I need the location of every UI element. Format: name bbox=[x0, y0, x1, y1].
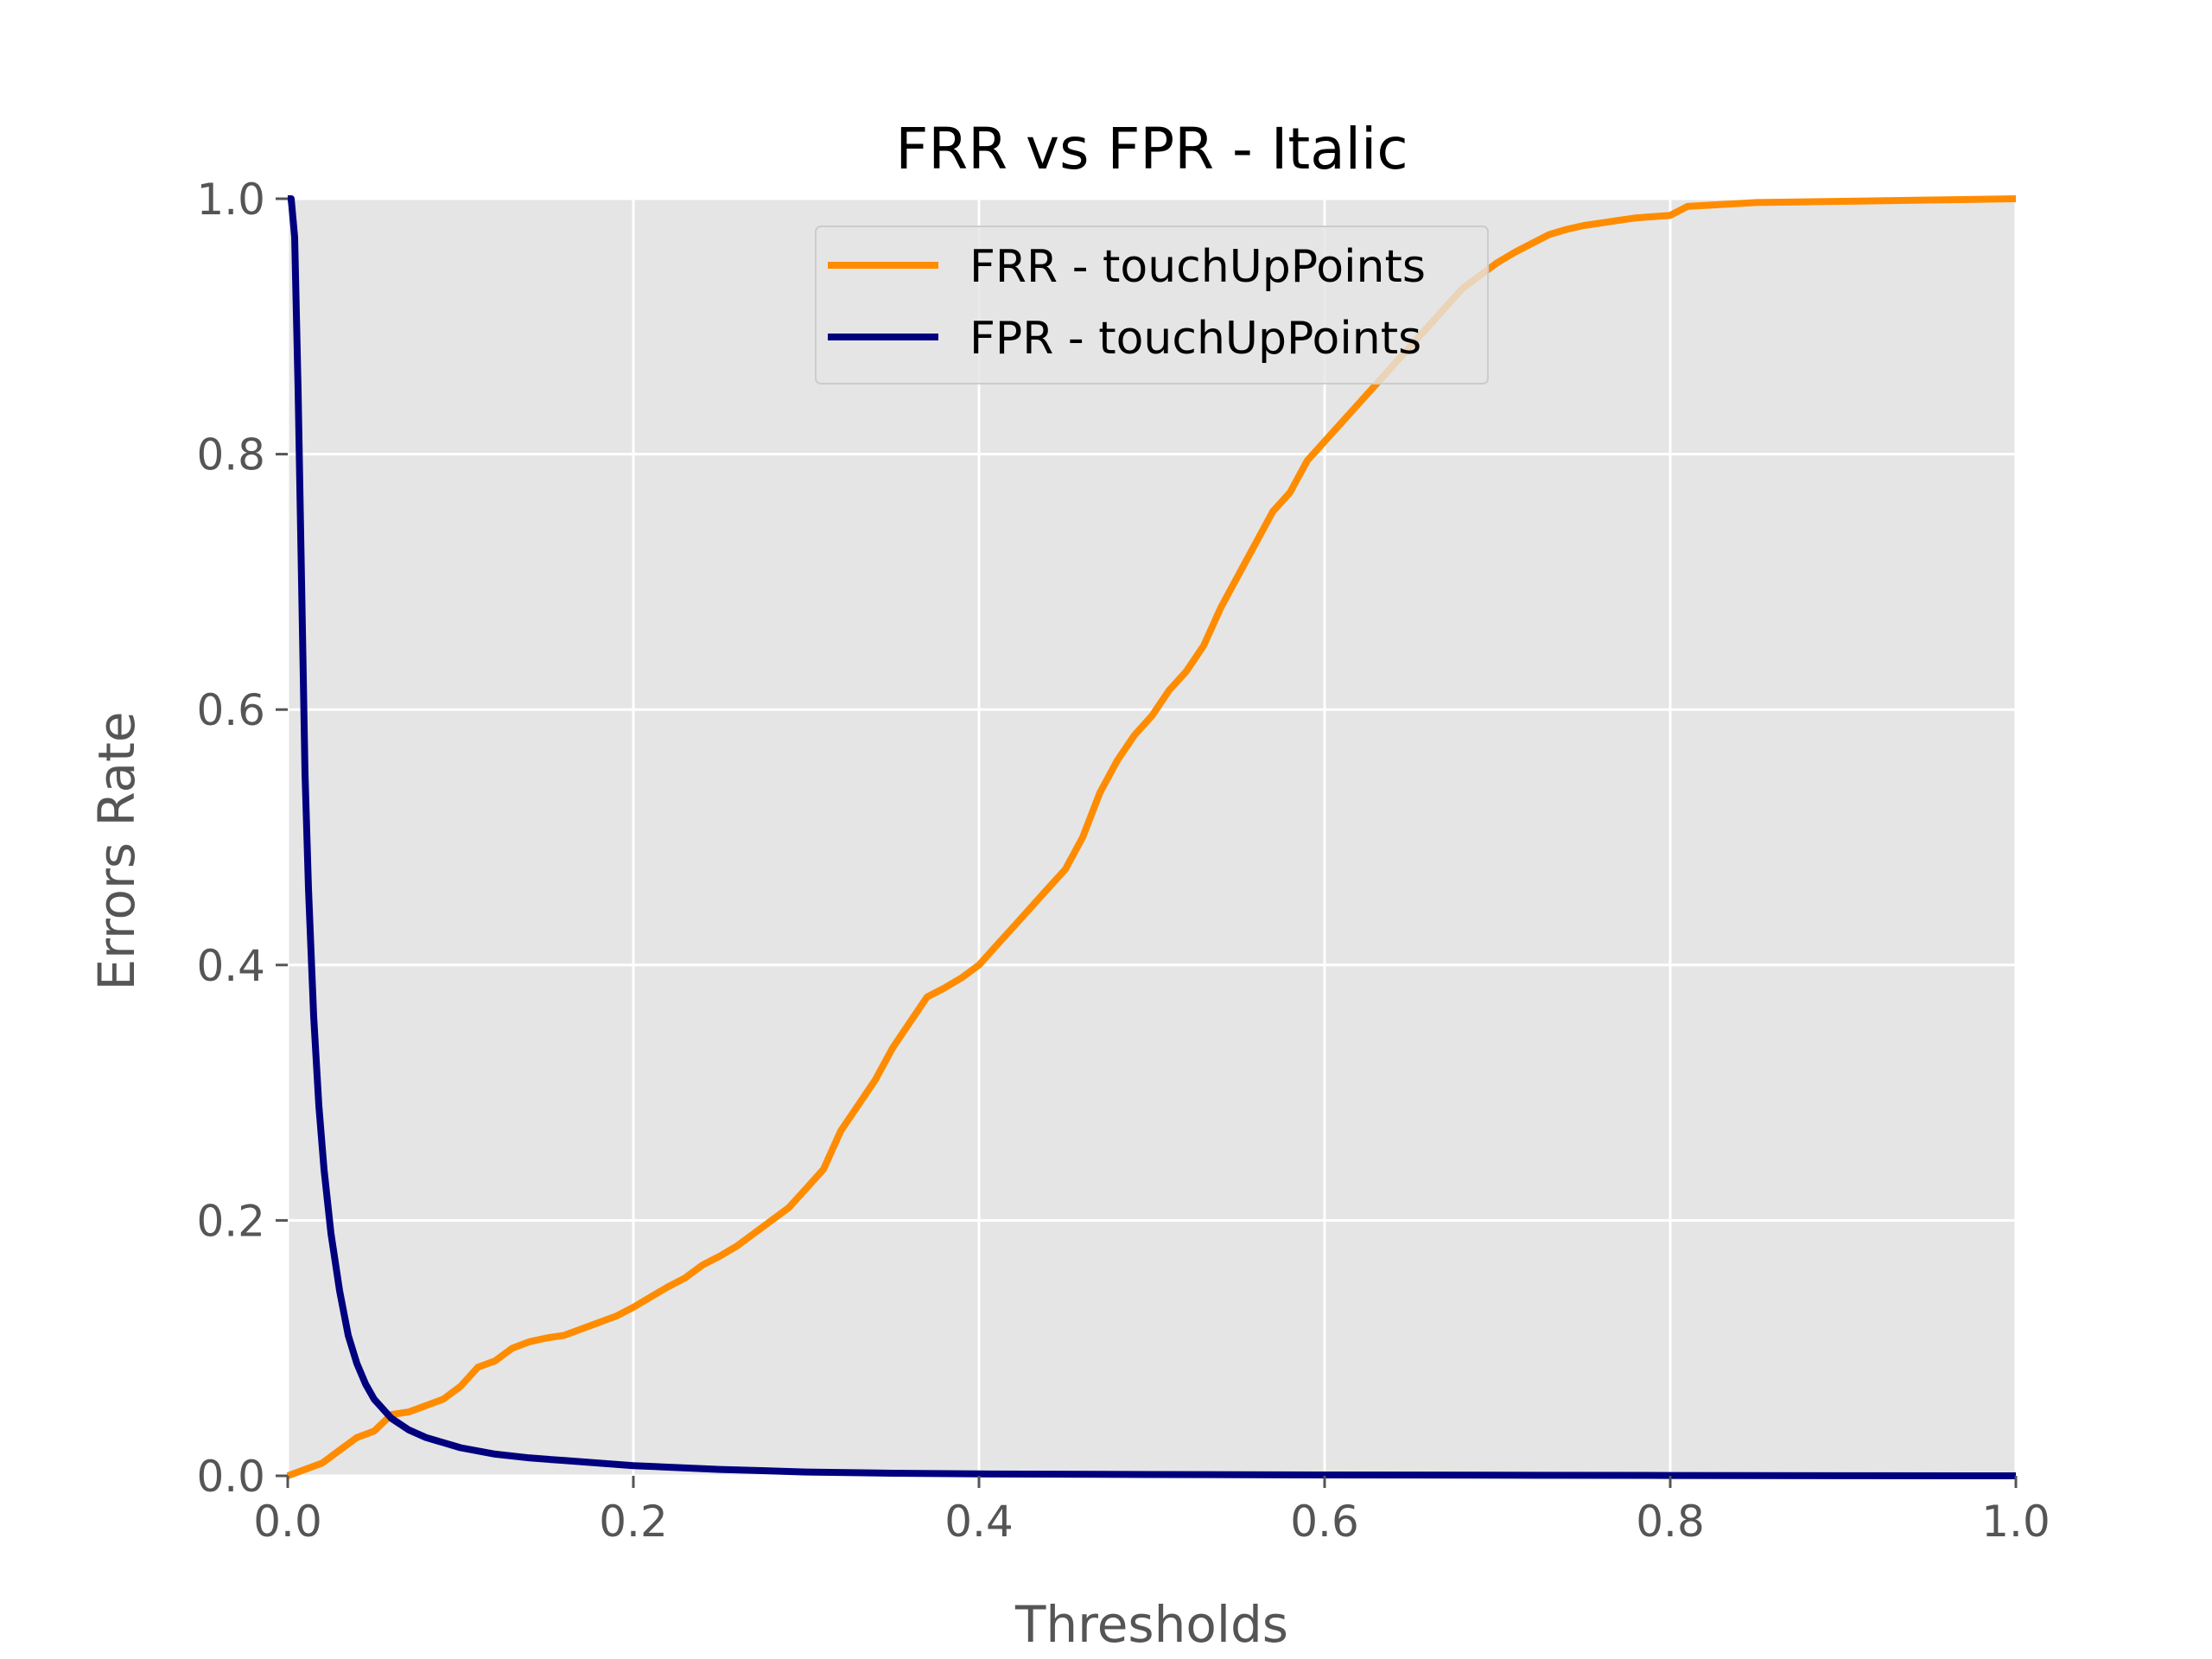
y-tick-label: 0.4 bbox=[196, 941, 265, 991]
legend-label-frr: FRR - touchUpPoints bbox=[969, 241, 1426, 293]
plot-area bbox=[288, 199, 2016, 1476]
x-tick-label: 0.2 bbox=[599, 1497, 668, 1547]
x-tick-label: 1.0 bbox=[1981, 1497, 2050, 1547]
x-tick-label: 0.4 bbox=[944, 1497, 1014, 1547]
y-axis-label: Errors Rate bbox=[87, 711, 146, 990]
axis-layer: 0.0 0.2 0.4 0.6 0.8 1.0 0.0 0.2 0.4 0.6 0.8 1.0 bbox=[196, 175, 2050, 1547]
fpr-series-line bbox=[288, 195, 2017, 1479]
y-tick-label: 0.6 bbox=[196, 685, 265, 735]
legend-label-fpr: FPR - touchUpPoints bbox=[969, 313, 1421, 365]
y-tick-label: 0.8 bbox=[196, 430, 265, 480]
grid bbox=[286, 197, 2018, 1478]
y-tick-label: 0.0 bbox=[196, 1452, 265, 1502]
x-tick-label: 0.8 bbox=[1636, 1497, 1705, 1547]
y-tick-label: 1.0 bbox=[196, 175, 265, 225]
frr-series-line bbox=[286, 195, 2017, 1479]
legend-box bbox=[815, 226, 1489, 385]
chart-title: FRR vs FPR - Italic bbox=[895, 116, 1408, 182]
legend: FRR - touchUpPoints FPR - touchUpPoints bbox=[815, 226, 1489, 385]
x-tick-label: 0.6 bbox=[1290, 1497, 1359, 1547]
y-tick-label: 0.2 bbox=[196, 1196, 265, 1246]
series-layer bbox=[286, 195, 2017, 1479]
x-axis-label: Thresholds bbox=[1014, 1595, 1288, 1654]
x-tick-label: 0.0 bbox=[253, 1497, 322, 1547]
